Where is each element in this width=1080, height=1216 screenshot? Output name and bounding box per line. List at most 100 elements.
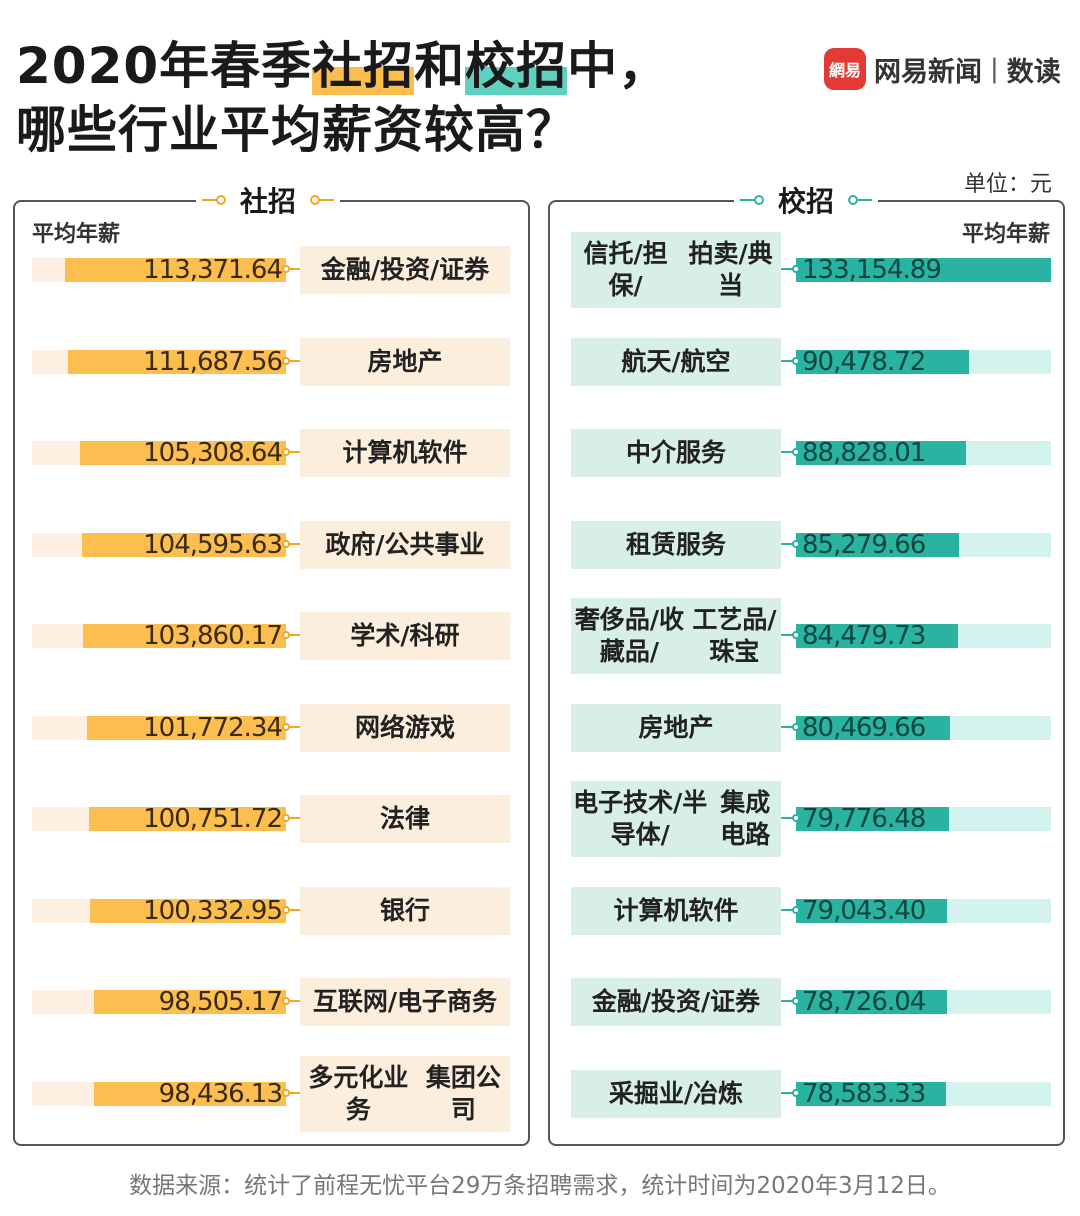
left-category-label: 网络游戏 <box>300 703 510 752</box>
social-bar-track <box>32 258 286 282</box>
social-value-label: 111,687.56 <box>143 346 283 377</box>
source-note: 数据来源：统计了前程无忧平台29万条招聘需求，统计时间为2020年3月12日。 <box>129 1173 951 1199</box>
connector-line <box>290 634 300 636</box>
connector-dot-icon <box>282 539 290 548</box>
social-bar-track <box>32 1081 286 1106</box>
left-category-label-line: 集团公司 <box>425 1062 501 1124</box>
right-category-label: 奢侈品/收藏品/工艺品/珠宝 <box>571 598 781 674</box>
social-panel-title: 社招 <box>196 180 341 220</box>
social-axis-label: 平均年薪 <box>32 222 121 247</box>
social-bar-row: 101,772.34 网络游戏 <box>0 703 1080 752</box>
social-bar-track <box>32 990 286 1014</box>
right-category-label: 航天/航空 <box>571 337 781 386</box>
connector-dot-icon <box>792 814 800 822</box>
social-value-label: 100,332.95 <box>143 895 283 926</box>
left-category-label-line: 学术/科研 <box>350 621 460 650</box>
campus-value-label: 79,043.40 <box>802 895 926 926</box>
campus-bar-track <box>796 258 1051 282</box>
social-bar <box>93 1081 286 1106</box>
social-bar-track <box>32 349 286 374</box>
brand-logo: 網易 网易新闻 | 数读 <box>824 48 1061 90</box>
campus-value-label: 84,479.73 <box>802 621 926 651</box>
left-category-label-line: 互联网/电子商务 <box>312 987 498 1016</box>
connector-line <box>290 1091 300 1094</box>
connector-line <box>290 1000 300 1002</box>
campus-bar-row: 金融/投资/证券 78,726.04 <box>0 978 1080 1026</box>
right-category-label: 租赁服务 <box>571 520 781 569</box>
campus-bar <box>796 898 948 923</box>
connector-line <box>781 542 793 545</box>
connector-dot-icon <box>282 997 290 1005</box>
social-bar <box>80 441 286 465</box>
brand-separator: | <box>990 54 999 84</box>
connector-dot-icon <box>282 356 290 365</box>
title-dash <box>320 199 335 201</box>
campus-bar-row: 奢侈品/收藏品/工艺品/珠宝 84,479.73 <box>0 598 1080 674</box>
campus-title-text: 校招 <box>778 185 835 218</box>
left-category-label: 多元化业务 集团公司 <box>300 1055 510 1132</box>
campus-bar <box>796 807 949 831</box>
right-category-label-line: 中介服务 <box>625 438 726 467</box>
connector-dot-icon <box>792 539 800 548</box>
right-category-label-line: 信托/担保/ <box>583 239 668 300</box>
right-category-label-line: 采掘业/冶炼 <box>608 1078 744 1108</box>
campus-bar <box>796 258 1051 282</box>
social-value-label: 98,436.13 <box>158 1078 283 1109</box>
social-bar-track <box>32 441 286 465</box>
right-category-label-line: 租赁服务 <box>625 529 726 559</box>
social-bar-track <box>32 807 286 831</box>
social-bar-row: 98,436.13 多元化业务 集团公司 <box>0 1055 1080 1132</box>
right-category-label: 计算机软件 <box>571 886 781 935</box>
connector-dot-icon <box>792 448 800 456</box>
right-category-label: 金融/投资/证券 <box>571 978 781 1026</box>
page-title-line1: 2020年春季社招和校招中， <box>16 36 669 96</box>
social-value-label: 101,772.34 <box>143 712 283 743</box>
campus-bar <box>796 532 960 557</box>
social-bar-row: 100,332.95 银行 <box>0 886 1080 935</box>
title-dash <box>858 199 873 201</box>
connector-line <box>290 542 300 545</box>
netease-logo-icon: 網易 <box>824 48 866 90</box>
campus-value-label: 133,154.89 <box>802 255 942 285</box>
right-category-label-line: 拍卖/典当 <box>688 239 773 300</box>
connector-dot-icon <box>792 905 800 914</box>
left-category-label-line: 计算机软件 <box>342 438 468 467</box>
campus-bar <box>796 349 970 374</box>
campus-axis-label: 平均年薪 <box>961 222 1050 247</box>
connector-line <box>781 1000 793 1002</box>
campus-bar <box>796 715 951 740</box>
social-value-label: 104,595.63 <box>143 529 283 560</box>
title-text: 中， <box>567 37 670 95</box>
title-text: 2020年春季 <box>16 37 313 95</box>
right-category-label-line: 工艺品/珠宝 <box>692 605 777 666</box>
connector-line <box>781 817 793 819</box>
connector-line <box>290 725 300 728</box>
right-category-label-line: 奢侈品/收藏品/ <box>574 605 684 666</box>
campus-value-label: 78,726.04 <box>802 987 926 1017</box>
brand-sub: 数读 <box>1006 56 1061 88</box>
campus-bar <box>796 441 967 465</box>
connector-line <box>781 634 793 636</box>
campus-bar-row: 航天/航空 90,478.72 <box>0 337 1080 386</box>
right-category-label: 信托/担保/拍卖/典当 <box>571 232 781 308</box>
campus-value-label: 80,469.66 <box>802 712 926 743</box>
left-category-label: 学术/科研 <box>300 612 510 660</box>
left-category-label: 金融/投资/证券 <box>300 246 510 294</box>
campus-value-label: 90,478.72 <box>802 346 926 377</box>
social-bar <box>83 624 286 648</box>
campus-bar-row: 中介服务 88,828.01 <box>0 429 1080 477</box>
right-category-label: 房地产 <box>571 703 781 752</box>
right-category-label: 中介服务 <box>571 429 781 477</box>
connector-line <box>781 359 793 362</box>
campus-value-label: 85,279.66 <box>802 529 926 560</box>
left-category-label-line: 法律 <box>379 804 430 833</box>
right-category-label-line: 计算机软件 <box>613 895 739 925</box>
title-dot-icon <box>848 195 859 205</box>
connector-dot-icon <box>792 265 800 273</box>
campus-bar <box>796 990 947 1014</box>
left-category-label: 房地产 <box>300 337 510 386</box>
connector-line <box>290 451 300 453</box>
campus-bar-row: 计算机软件 79,043.40 <box>0 886 1080 935</box>
connector-dot-icon <box>282 905 290 914</box>
social-bar-track <box>32 898 286 923</box>
